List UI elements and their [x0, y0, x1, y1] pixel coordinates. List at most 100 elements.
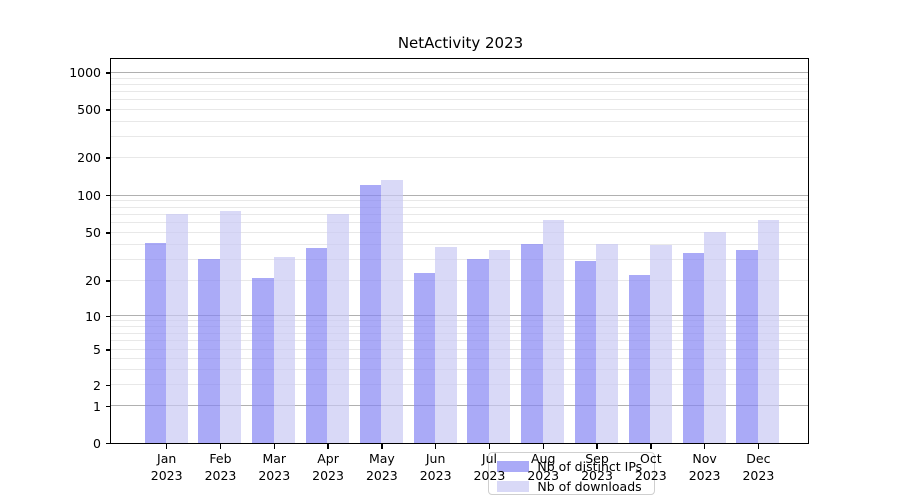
y-tick-mark: [105, 72, 111, 74]
y-tick-label: 100: [77, 187, 101, 203]
minor-gridline: [111, 108, 809, 110]
bar-distinct-ips-apr: [305, 248, 328, 443]
minor-gridline: [111, 99, 809, 101]
x-tick-mark: [596, 444, 598, 449]
x-tick-mark: [381, 444, 383, 449]
minor-gridline: [111, 348, 809, 350]
y-tick-label: 50: [85, 225, 101, 240]
x-tick-label-feb: Feb 2023: [204, 451, 237, 483]
y-tick-label: 0: [93, 435, 101, 451]
legend-row-downloads: Nb of downloads: [497, 478, 642, 494]
bar-distinct-ips-sep: [574, 260, 597, 443]
minor-gridline: [111, 120, 809, 122]
x-tick-label-dec: Dec 2023: [742, 451, 775, 483]
minor-gridline: [111, 77, 809, 79]
y-tick-mark: [105, 195, 111, 197]
x-tick-mark: [542, 444, 544, 449]
minor-gridline: [111, 320, 809, 322]
x-tick-label-mar: Mar 2023: [258, 451, 291, 483]
bar-distinct-ips-feb: [198, 259, 220, 443]
bar-distinct-ips-oct: [628, 275, 651, 443]
x-tick-mark: [650, 444, 652, 449]
minor-gridline: [111, 368, 809, 370]
x-tick-mark: [434, 444, 437, 449]
x-tick-label-sep: Sep 2023: [581, 451, 613, 483]
plot-inner: [111, 59, 809, 443]
y-tick-mark: [105, 109, 111, 111]
y-tick-mark: [105, 315, 111, 318]
x-tick-label-jul: Jul 2023: [473, 451, 506, 483]
x-tick-mark: [327, 444, 329, 449]
x-tick-label-oct: Oct 2023: [634, 451, 667, 483]
bar-downloads-jun: [435, 246, 457, 443]
x-tick-label-jun: Jun 2023: [419, 451, 452, 483]
chart-title: NetActivity 2023: [397, 34, 524, 52]
minor-gridline: [111, 384, 809, 386]
y-tick-mark: [105, 405, 111, 408]
x-tick-mark: [703, 444, 706, 449]
x-tick-mark: [757, 444, 760, 449]
x-tick-label-nov: Nov 2023: [688, 451, 721, 483]
minor-gridline: [111, 243, 809, 245]
minor-gridline: [111, 340, 809, 342]
y-tick-mark: [105, 232, 111, 234]
minor-gridline: [111, 231, 809, 233]
minor-gridline: [111, 258, 809, 260]
y-tick-mark: [105, 442, 111, 445]
y-tick-mark: [105, 280, 111, 282]
bar-downloads-feb: [219, 210, 242, 443]
y-tick-mark: [105, 349, 111, 351]
bar-downloads-dec: [757, 219, 780, 443]
bar-distinct-ips-may: [359, 185, 382, 443]
bar-downloads-mar: [273, 257, 296, 443]
x-tick-mark: [273, 444, 275, 449]
x-tick-label-apr: Apr 2023: [312, 451, 344, 483]
bar-distinct-ips-mar: [252, 277, 274, 443]
bar-distinct-ips-dec: [736, 249, 758, 443]
major-gridline: [111, 315, 809, 317]
minor-gridline: [111, 135, 809, 137]
bar-downloads-sep: [596, 244, 618, 443]
bar-downloads-nov: [704, 232, 726, 443]
x-tick-label-may: May 2023: [365, 451, 398, 483]
y-tick-label: 20: [85, 273, 101, 288]
legend-swatch-distinct-ips: [497, 460, 530, 472]
x-tick-mark: [166, 444, 168, 449]
y-tick-label: 5: [93, 342, 101, 357]
minor-gridline: [111, 357, 809, 359]
bar-distinct-ips-jun: [413, 273, 436, 443]
minor-gridline: [111, 90, 809, 92]
legend-label-distinct-ips: Nb of distinct IPs: [537, 458, 643, 474]
major-gridline: [111, 194, 809, 196]
minor-gridline: [111, 222, 809, 224]
y-tick-mark: [105, 384, 111, 387]
bar-distinct-ips-aug: [521, 244, 543, 443]
minor-gridline: [111, 332, 809, 334]
y-tick-label: 500: [77, 102, 101, 117]
bar-downloads-jul: [488, 249, 511, 443]
y-tick-mark: [105, 157, 111, 159]
minor-gridline: [111, 279, 809, 281]
x-tick-label-jan: Jan 2023: [150, 451, 183, 483]
major-gridline: [111, 405, 809, 407]
major-gridline: [111, 71, 809, 73]
bar-downloads-aug: [542, 219, 565, 443]
y-tick-label: 10: [85, 308, 101, 324]
bar-downloads-may: [381, 179, 403, 443]
y-tick-label: 1: [93, 398, 101, 414]
minor-gridline: [111, 326, 809, 328]
plot-area: Nb of distinct IPs Nb of downloads: [110, 58, 810, 496]
minor-gridline: [111, 206, 809, 208]
legend-label-downloads: Nb of downloads: [537, 478, 642, 494]
bar-distinct-ips-nov: [682, 252, 704, 443]
y-tick-label: 200: [77, 150, 101, 165]
y-tick-label: 2: [93, 377, 101, 393]
y-tick-label: 1000: [69, 65, 101, 80]
bar-downloads-jan: [166, 214, 188, 443]
legend-row-distinct-ips: Nb of distinct IPs: [497, 458, 643, 474]
minor-gridline: [111, 156, 809, 158]
x-tick-mark: [488, 444, 491, 449]
legend-swatch-downloads: [497, 480, 530, 492]
bar-downloads-apr: [327, 213, 349, 443]
